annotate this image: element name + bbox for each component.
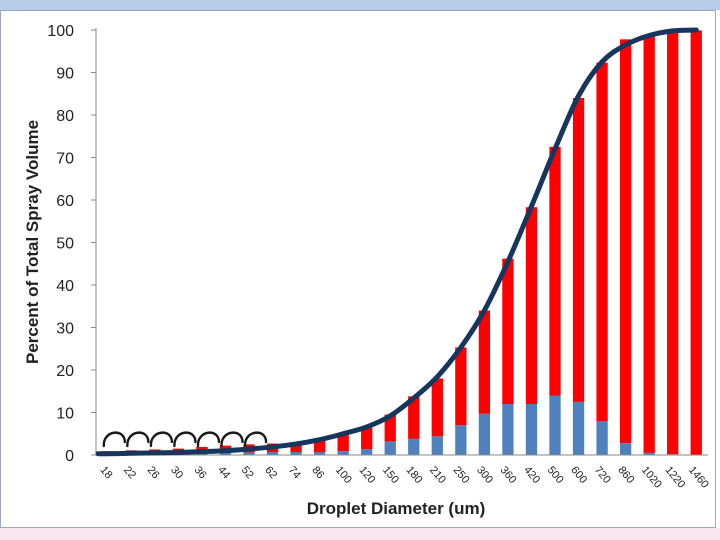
bar-series1 bbox=[313, 452, 326, 455]
x-tick-label: 150 bbox=[380, 464, 401, 486]
x-tick-label: 36 bbox=[192, 464, 209, 481]
annotation-arc bbox=[220, 431, 244, 448]
y-tick-label: 80 bbox=[56, 108, 74, 125]
axes bbox=[91, 28, 708, 456]
bar-series1 bbox=[525, 404, 538, 455]
bar-series2 bbox=[384, 414, 396, 442]
x-tick-label: 720 bbox=[592, 464, 613, 486]
x-tick-label: 600 bbox=[568, 464, 589, 486]
bar-series2 bbox=[337, 433, 349, 452]
bar-series2 bbox=[455, 347, 467, 426]
bar-series2 bbox=[690, 30, 702, 455]
x-tick-label: 860 bbox=[615, 464, 636, 486]
annotation-arc bbox=[243, 431, 268, 448]
y-tick-label: 70 bbox=[56, 151, 74, 168]
x-tick-label: 52 bbox=[239, 464, 256, 481]
bar-series1 bbox=[243, 452, 255, 455]
x-tick-label: 180 bbox=[403, 464, 424, 486]
y-axis-ticks: 0 10 20 30 40 50 60 70 80 90 100 bbox=[47, 23, 74, 465]
bar-series2 bbox=[502, 258, 514, 404]
bar-series2 bbox=[313, 438, 326, 453]
x-tick-label: 300 bbox=[474, 464, 495, 486]
bar-series1 bbox=[596, 421, 608, 455]
bar-series1 bbox=[361, 449, 373, 455]
annotation-arc bbox=[126, 431, 150, 448]
x-tick-label: 30 bbox=[168, 464, 185, 481]
cumulative-curve bbox=[95, 27, 699, 457]
bar-series1 bbox=[196, 453, 208, 455]
y-tick-label: 90 bbox=[56, 66, 74, 83]
bar-series1 bbox=[478, 413, 491, 455]
x-tick-label: 1020 bbox=[639, 464, 664, 490]
x-tick-label: 74 bbox=[286, 464, 303, 481]
bar-series2 bbox=[525, 207, 538, 404]
bar-series2 bbox=[408, 396, 420, 439]
annotation-arc bbox=[149, 431, 174, 448]
bar-series2 bbox=[549, 146, 561, 396]
bar-series1 bbox=[219, 452, 232, 455]
annotation-arc bbox=[173, 431, 197, 448]
annotation-arc bbox=[102, 431, 127, 448]
bar-series2 bbox=[596, 62, 608, 421]
x-tick-label: 44 bbox=[215, 464, 232, 481]
y-tick-label: 50 bbox=[56, 236, 74, 253]
bar-series2 bbox=[667, 30, 679, 455]
y-tick-label: 100 bbox=[47, 23, 74, 40]
x-tick-label: 120 bbox=[356, 464, 377, 486]
y-tick-label: 60 bbox=[56, 193, 74, 210]
x-tick-label: 1460 bbox=[686, 464, 711, 490]
x-tick-label: 26 bbox=[145, 464, 162, 481]
x-axis-ticks: 18 22 26 30 36 44 52 62 74 86 100 120 150 180 210 250 30… bbox=[97, 464, 710, 490]
x-tick-label: 360 bbox=[498, 464, 519, 486]
x-tick-label: 62 bbox=[262, 464, 279, 481]
bar-series2 bbox=[643, 35, 655, 453]
y-tick-label: 40 bbox=[56, 278, 74, 295]
x-tick-label: 100 bbox=[333, 464, 354, 486]
x-tick-label: 250 bbox=[451, 464, 472, 486]
bar-series1 bbox=[408, 438, 420, 455]
annotation-arc bbox=[196, 431, 221, 448]
bar-series2 bbox=[572, 98, 585, 402]
bar-series1 bbox=[337, 451, 349, 455]
bar-series2 bbox=[619, 39, 632, 444]
bars bbox=[102, 30, 702, 455]
bar-series1 bbox=[290, 452, 302, 455]
bar-series1 bbox=[431, 436, 443, 455]
x-tick-label: 210 bbox=[427, 464, 448, 486]
y-tick-label: 20 bbox=[56, 363, 74, 380]
bar-series2 bbox=[290, 442, 302, 453]
bar-series1 bbox=[384, 441, 396, 455]
y-tick-label: 0 bbox=[65, 448, 74, 465]
y-axis-title: Percent of Total Spray Volume bbox=[23, 120, 42, 364]
bottom-bar bbox=[0, 528, 720, 540]
x-tick-label: 18 bbox=[97, 464, 114, 481]
x-tick-label: 22 bbox=[121, 464, 138, 481]
bar-series1 bbox=[502, 404, 514, 455]
x-axis-title: Droplet Diameter (um) bbox=[307, 499, 486, 518]
bar-series1 bbox=[572, 401, 585, 455]
x-tick-label: 1220 bbox=[662, 464, 687, 490]
x-tick-label: 500 bbox=[545, 464, 566, 486]
x-tick-label: 86 bbox=[309, 464, 326, 481]
y-tick-label: 10 bbox=[56, 406, 74, 423]
bar-series1 bbox=[266, 452, 279, 455]
bar-series2 bbox=[478, 310, 491, 414]
bar-series1 bbox=[549, 395, 561, 455]
bar-series1 bbox=[455, 425, 467, 455]
bar-series2 bbox=[431, 378, 443, 437]
y-tick-label: 30 bbox=[56, 321, 74, 338]
top-bar bbox=[0, 0, 720, 10]
bar-series1 bbox=[619, 443, 632, 455]
bar-series2 bbox=[361, 427, 373, 450]
bar-series1 bbox=[643, 452, 655, 455]
x-tick-label: 420 bbox=[521, 464, 542, 486]
annotation-arcs bbox=[102, 431, 268, 448]
